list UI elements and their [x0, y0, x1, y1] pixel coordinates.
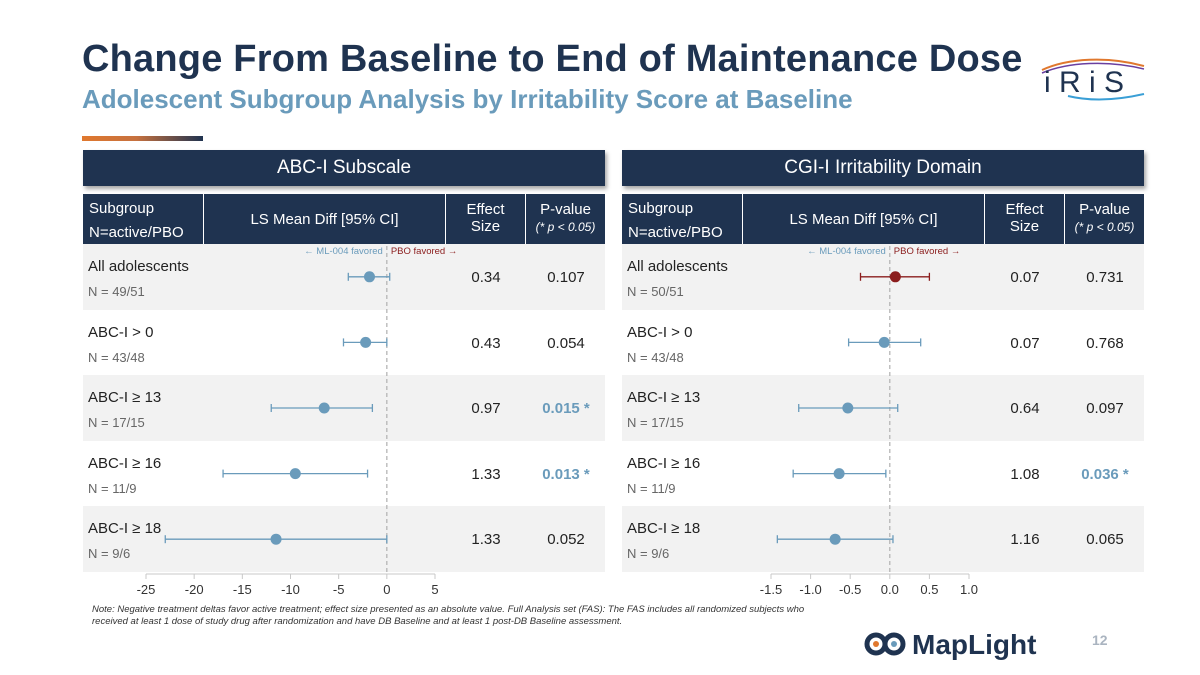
svg-text:i R i S: i R i S	[1044, 66, 1124, 99]
effect-size-value: 0.07	[1010, 269, 1040, 286]
maplight-logo: MapLight	[864, 629, 1036, 660]
page-subtitle: Adolescent Subgroup Analysis by Irritabi…	[82, 84, 853, 114]
subgroup-label: All adolescents	[627, 258, 728, 275]
page-number: 12	[1092, 632, 1108, 648]
ls-mean-header: LS Mean Diff [95% CI]	[204, 194, 445, 246]
x-tick-label: -0.5	[839, 582, 861, 597]
cgi-i-panel: CGI-I Irritability Domain	[622, 150, 1144, 186]
subgroup-label: All adolescents	[88, 258, 189, 275]
subgroup-n: N = 11/9	[627, 480, 676, 496]
point-estimate	[833, 468, 845, 480]
effect-header-l1: Effect	[1005, 201, 1044, 218]
effect-size-value: 0.43	[471, 334, 501, 352]
x-tick-label: -10	[281, 582, 300, 597]
p-value: 0.107	[547, 269, 585, 286]
subgroup-label: ABC-I ≥ 16	[88, 454, 162, 472]
subgroup-n: N = 43/48	[627, 349, 684, 365]
effect-size-value: 0.07	[1010, 334, 1040, 352]
effect-size-header: Effect Size	[985, 194, 1064, 246]
subgroup-label: ABC-I ≥ 13	[627, 389, 701, 407]
x-tick-label: -20	[185, 582, 204, 597]
panel-title: ABC-I Subscale	[83, 150, 605, 186]
subgroup-label: ABC-I > 0	[627, 323, 693, 341]
effect-header-l2: Size	[1009, 218, 1040, 235]
iris-logo: i R i S	[1041, 58, 1145, 101]
p-value: 0.731	[1086, 269, 1124, 286]
subgroup-n: N = 43/48	[88, 349, 145, 365]
subgroup-n: N = 9/6	[627, 546, 670, 562]
effect-size-value: 0.34	[471, 269, 501, 286]
effect-header-l2: Size	[470, 218, 501, 235]
x-tick-label: -1.5	[760, 582, 782, 597]
subgroup-n: N = 49/51	[88, 284, 145, 299]
panel-title: CGI-I Irritability Domain	[622, 150, 1144, 186]
subgroup-n: N = 17/15	[627, 415, 684, 431]
p-value: 0.013 *	[542, 465, 590, 483]
effect-size-header: Effect Size	[446, 194, 525, 246]
subgroup-header: Subgroup N=active/PBO	[83, 194, 203, 246]
subgroup-header: Subgroup N=active/PBO	[622, 194, 742, 246]
ci-marker	[342, 336, 388, 348]
p-value: 0.054	[547, 334, 585, 352]
point-estimate	[878, 336, 890, 348]
x-tick-label: 5	[431, 582, 438, 597]
abc-i-panel: ABC-I Subscale	[83, 150, 605, 186]
effect-size-value: 1.16	[1010, 531, 1040, 549]
x-tick-label: -15	[233, 582, 252, 597]
p-value: 0.052	[547, 531, 585, 549]
pvalue-header-l2: (* p < 0.05)	[1074, 220, 1135, 234]
subgroup-header-n: N=active/PBO	[628, 224, 723, 241]
subgroup-n: N = 50/51	[627, 284, 684, 299]
effect-size-value: 1.33	[471, 465, 501, 483]
x-tick-label: -5	[333, 582, 345, 597]
p-value-header: P-value (* p < 0.05)	[1065, 194, 1144, 246]
x-tick-label: 0.5	[920, 582, 938, 597]
ci-marker	[222, 468, 369, 480]
pvalue-header-l2: (* p < 0.05)	[535, 220, 596, 234]
effect-size-value: 0.64	[1010, 400, 1040, 418]
ls-mean-header: LS Mean Diff [95% CI]	[743, 194, 984, 246]
footnote: Note: Negative treatment deltas favor ac…	[92, 604, 805, 627]
subgroup-label: ABC-I ≥ 18	[627, 520, 701, 538]
subgroup-label: ABC-I ≥ 16	[627, 454, 701, 472]
effect-size-value: 0.97	[471, 400, 501, 418]
maplight-mark-icon	[864, 632, 906, 656]
ci-marker	[847, 336, 922, 348]
x-tick-label: 0	[383, 582, 390, 597]
subgroup-n: N = 11/9	[88, 480, 137, 496]
subgroup-label: ABC-I > 0	[88, 323, 154, 341]
p-value-header: P-value (* p < 0.05)	[526, 194, 605, 246]
x-tick-label: 0.0	[881, 582, 899, 597]
maplight-wordmark: MapLight	[912, 629, 1036, 660]
effect-size-value: 1.33	[471, 531, 501, 549]
pvalue-header-l1: P-value	[540, 201, 591, 218]
p-value: 0.097	[1086, 400, 1124, 418]
p-value: 0.015 *	[542, 400, 590, 418]
p-value: 0.036 *	[1081, 465, 1129, 483]
subgroup-n: N = 9/6	[88, 546, 131, 562]
point-estimate	[360, 336, 372, 348]
subgroup-header-label: Subgroup	[628, 200, 694, 217]
point-estimate	[289, 468, 301, 480]
x-tick-label: -1.0	[799, 582, 821, 597]
subgroup-header-n: N=active/PBO	[89, 224, 184, 241]
x-tick-label: 1.0	[960, 582, 978, 597]
p-value: 0.065	[1086, 531, 1124, 549]
subgroup-label: ABC-I ≥ 13	[88, 389, 162, 407]
subgroup-label: ABC-I ≥ 18	[88, 520, 162, 538]
x-tick-label: -25	[137, 582, 156, 597]
p-value: 0.768	[1086, 334, 1124, 352]
effect-size-value: 1.08	[1010, 465, 1040, 483]
subgroup-header-label: Subgroup	[89, 200, 155, 217]
pvalue-header-l1: P-value	[1079, 201, 1130, 218]
ci-marker	[792, 468, 887, 480]
page-title: Change From Baseline to End of Maintenan…	[82, 38, 1023, 80]
effect-header-l1: Effect	[466, 201, 505, 218]
row-shade	[83, 244, 605, 310]
subgroup-n: N = 17/15	[88, 415, 145, 431]
accent-bar	[82, 136, 203, 141]
